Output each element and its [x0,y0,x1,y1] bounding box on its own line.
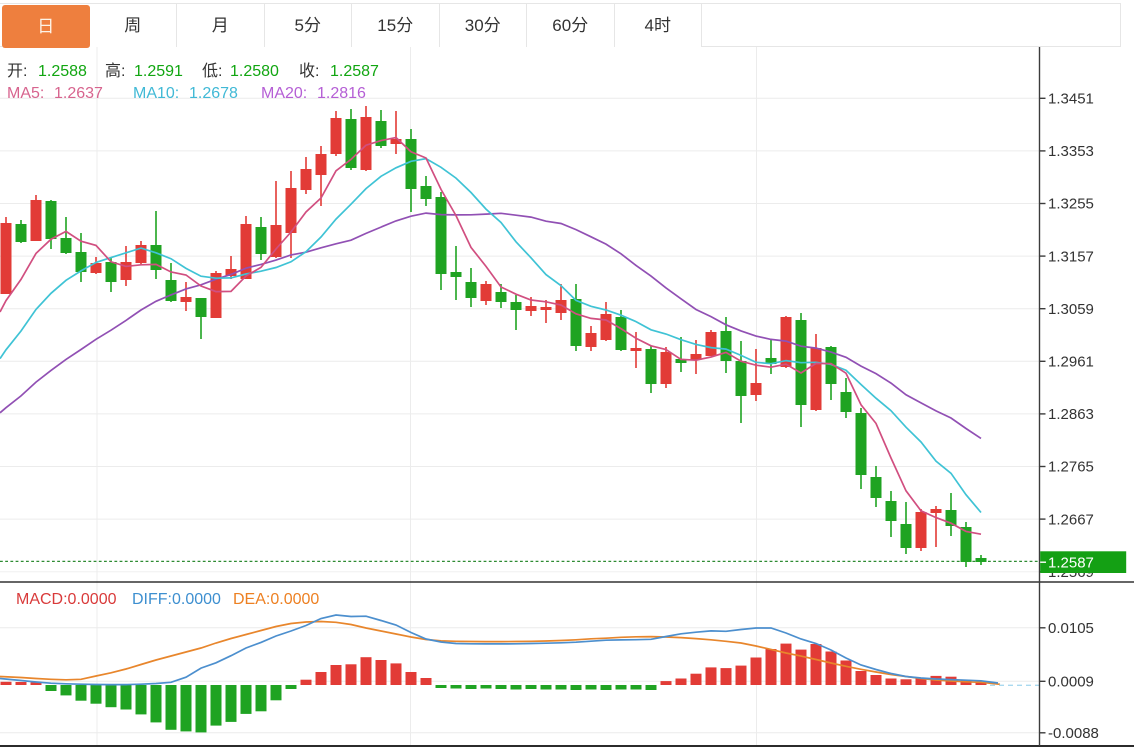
svg-text:MA20:: MA20: [261,85,307,102]
svg-text:0.0105: 0.0105 [1048,620,1094,637]
svg-text:DEA:0.0000: DEA:0.0000 [233,591,319,608]
svg-text:1.2587: 1.2587 [330,63,379,80]
svg-text:1.2587: 1.2587 [1048,555,1094,572]
svg-text:1.2961: 1.2961 [1048,354,1094,371]
svg-text:MA5:: MA5: [7,85,44,102]
svg-text:-0.0088: -0.0088 [1048,725,1099,742]
svg-text:1.2637: 1.2637 [54,85,103,102]
svg-text:开:: 开: [7,63,27,80]
svg-text:1.2863: 1.2863 [1048,406,1094,423]
svg-text:高:: 高: [105,62,125,80]
svg-text:1.2678: 1.2678 [189,85,238,102]
svg-text:1.2580: 1.2580 [230,63,279,80]
svg-text:MACD:0.0000: MACD:0.0000 [16,591,117,608]
svg-text:1.3451: 1.3451 [1048,91,1094,108]
svg-text:1.3353: 1.3353 [1048,143,1094,160]
svg-text:1.2816: 1.2816 [317,85,366,102]
svg-text:1.2765: 1.2765 [1048,459,1094,476]
svg-text:低:: 低: [202,62,222,80]
svg-text:MA10:: MA10: [133,85,179,102]
svg-text:收:: 收: [299,62,319,80]
svg-text:1.2667: 1.2667 [1048,511,1094,528]
svg-text:1.2591: 1.2591 [134,63,183,80]
svg-text:1.3059: 1.3059 [1048,301,1094,318]
svg-text:1.3255: 1.3255 [1048,196,1094,213]
svg-text:1.3157: 1.3157 [1048,248,1094,265]
svg-text:0.0009: 0.0009 [1048,674,1094,691]
svg-text:DIFF:0.0000: DIFF:0.0000 [132,591,221,608]
svg-text:1.2588: 1.2588 [38,63,87,80]
